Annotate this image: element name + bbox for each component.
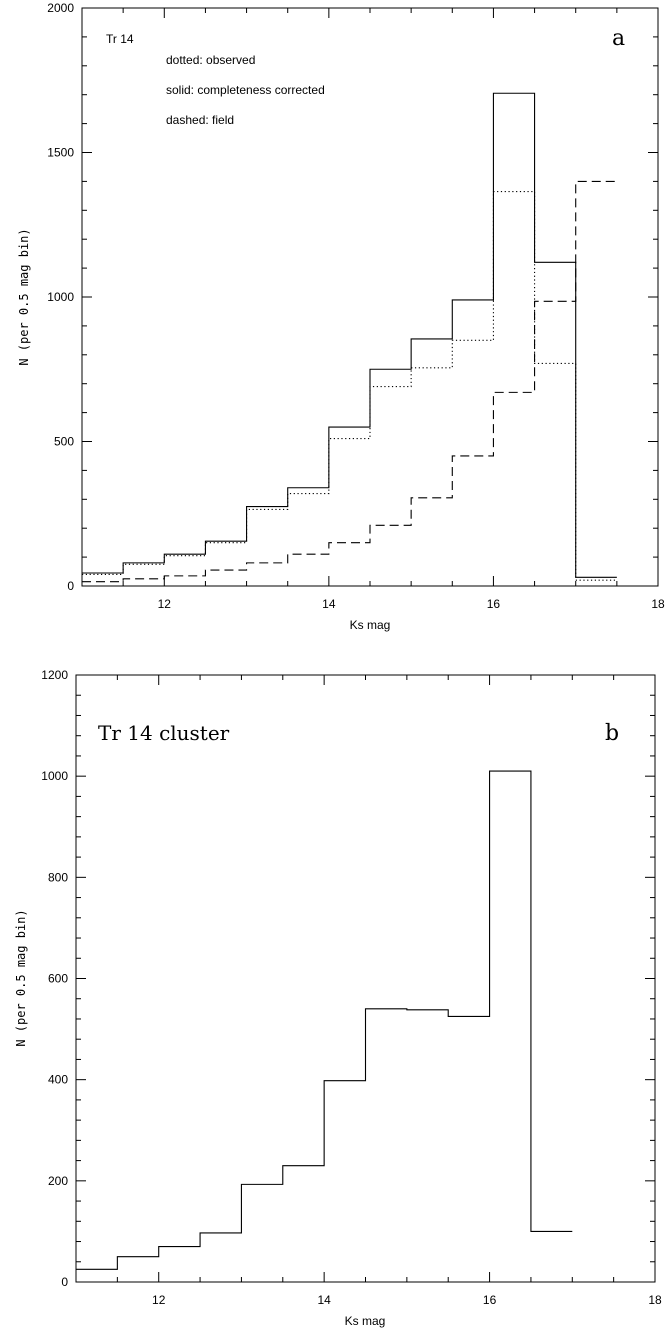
y-tick-label: 400	[48, 1073, 68, 1087]
y-tick-label: 1000	[47, 290, 74, 304]
panel-b-inset-title: Tr 14 cluster	[98, 721, 230, 745]
y-tick-label: 0	[61, 1275, 68, 1289]
x-axis-title-a: Ks mag	[350, 618, 391, 632]
series-b	[76, 770, 573, 1270]
y-tick-label: 500	[54, 435, 74, 449]
legend-entry-dashed: dashed: field	[166, 113, 234, 127]
x-tick-label: 12	[152, 1293, 166, 1307]
series-a	[82, 92, 617, 583]
ticks-a: 12 14 16 18 0 500 1000 1500 2000	[47, 1, 665, 611]
x-axis-title-b: Ks mag	[345, 1314, 386, 1328]
y-axis-title-a: N (per 0.5 mag bin)	[17, 228, 31, 365]
y-tick-label: 1000	[41, 769, 68, 783]
x-tick-label: 16	[483, 1293, 497, 1307]
x-tick-label: 14	[322, 597, 336, 611]
legend-entry-dotted: dotted: observed	[166, 53, 255, 67]
ticks-b: 12 14 16 18 0 200 400 600 800 1000 1200	[41, 668, 662, 1307]
y-tick-label: 2000	[47, 1, 74, 15]
y-tick-label: 1200	[41, 668, 68, 682]
y-tick-label: 1500	[47, 146, 74, 160]
plot-frame-b	[75, 674, 656, 1283]
y-axis-title-b: N (per 0.5 mag bin)	[14, 909, 28, 1046]
y-tick-label: 200	[48, 1174, 68, 1188]
legend-entry-solid: solid: completeness corrected	[166, 83, 325, 97]
y-tick-label: 800	[48, 870, 68, 884]
panel-letter-a: a	[612, 26, 625, 51]
panel-a: 12 14 16 18 0 500 1000 1500 2000 Tr 14 dotted: o…	[17, 1, 665, 632]
x-tick-label: 12	[158, 597, 172, 611]
y-tick-label: 600	[48, 972, 68, 986]
series-solid-histogram	[76, 770, 573, 1270]
panel-b: 12 14 16 18 0 200 400 600 800 1000 1200 Tr 14 clus…	[14, 668, 662, 1328]
series-solid-histogram	[82, 92, 617, 578]
panel-letter-b: b	[605, 721, 619, 746]
x-tick-label: 14	[317, 1293, 331, 1307]
series-dotted-histogram	[82, 190, 617, 581]
y-tick-label: 0	[67, 579, 74, 593]
x-tick-label: 16	[487, 597, 501, 611]
series-dashed-histogram	[82, 180, 617, 583]
panel-a-inset-title: Tr 14	[106, 32, 134, 46]
x-tick-label: 18	[648, 1293, 662, 1307]
x-tick-label: 18	[651, 597, 665, 611]
